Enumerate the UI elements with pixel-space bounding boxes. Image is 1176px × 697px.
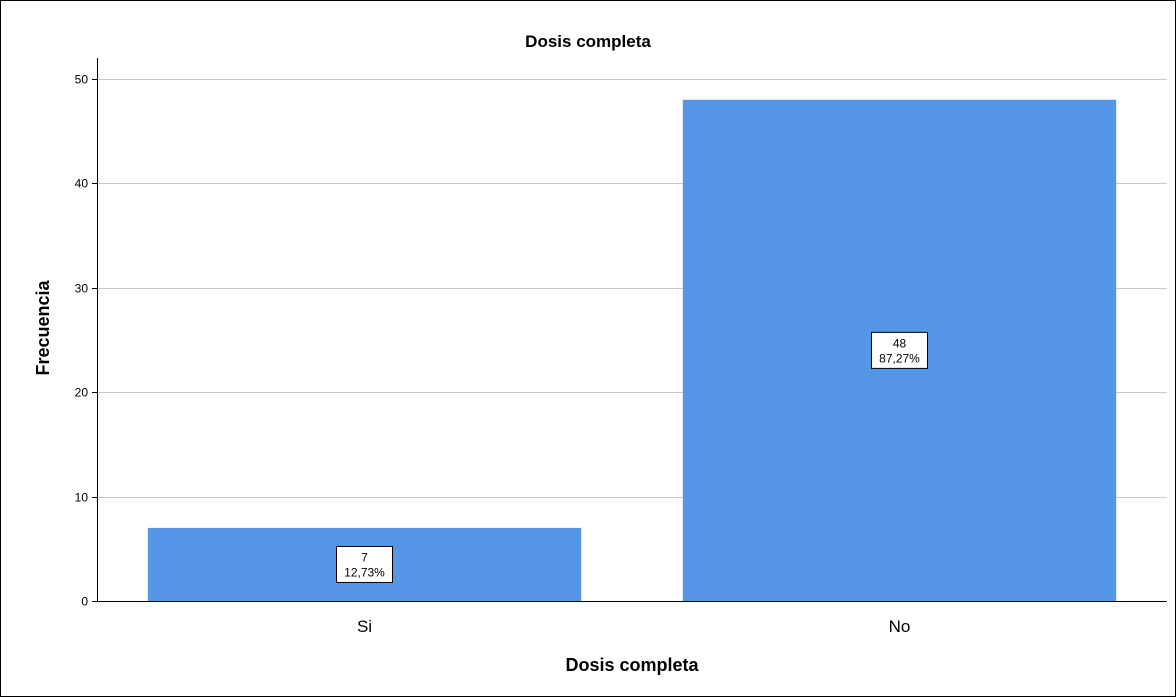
- y-tick-label: 10: [75, 491, 89, 505]
- x-axis-label: Dosis completa: [565, 655, 699, 675]
- y-tick-label: 40: [75, 177, 89, 191]
- data-label-box: [871, 331, 928, 369]
- y-tick-label: 30: [75, 282, 89, 296]
- chart-title: Dosis completa: [525, 32, 651, 51]
- data-label-count: 48: [893, 336, 907, 350]
- axes: 0 10 20 30 40 50 Si No: [75, 58, 1167, 636]
- data-label-box: [336, 545, 393, 583]
- data-label-percent: 87,27%: [879, 351, 920, 365]
- x-tick-label: Si: [357, 617, 372, 636]
- y-tick-label: 0: [81, 595, 88, 609]
- y-axis-label: Frecuencia: [33, 279, 53, 375]
- data-label-count: 7: [361, 550, 368, 564]
- y-tick-label: 20: [75, 386, 89, 400]
- x-tick-label: No: [889, 617, 911, 636]
- data-label-percent: 12,73%: [344, 565, 385, 579]
- y-tick-label: 50: [75, 73, 89, 87]
